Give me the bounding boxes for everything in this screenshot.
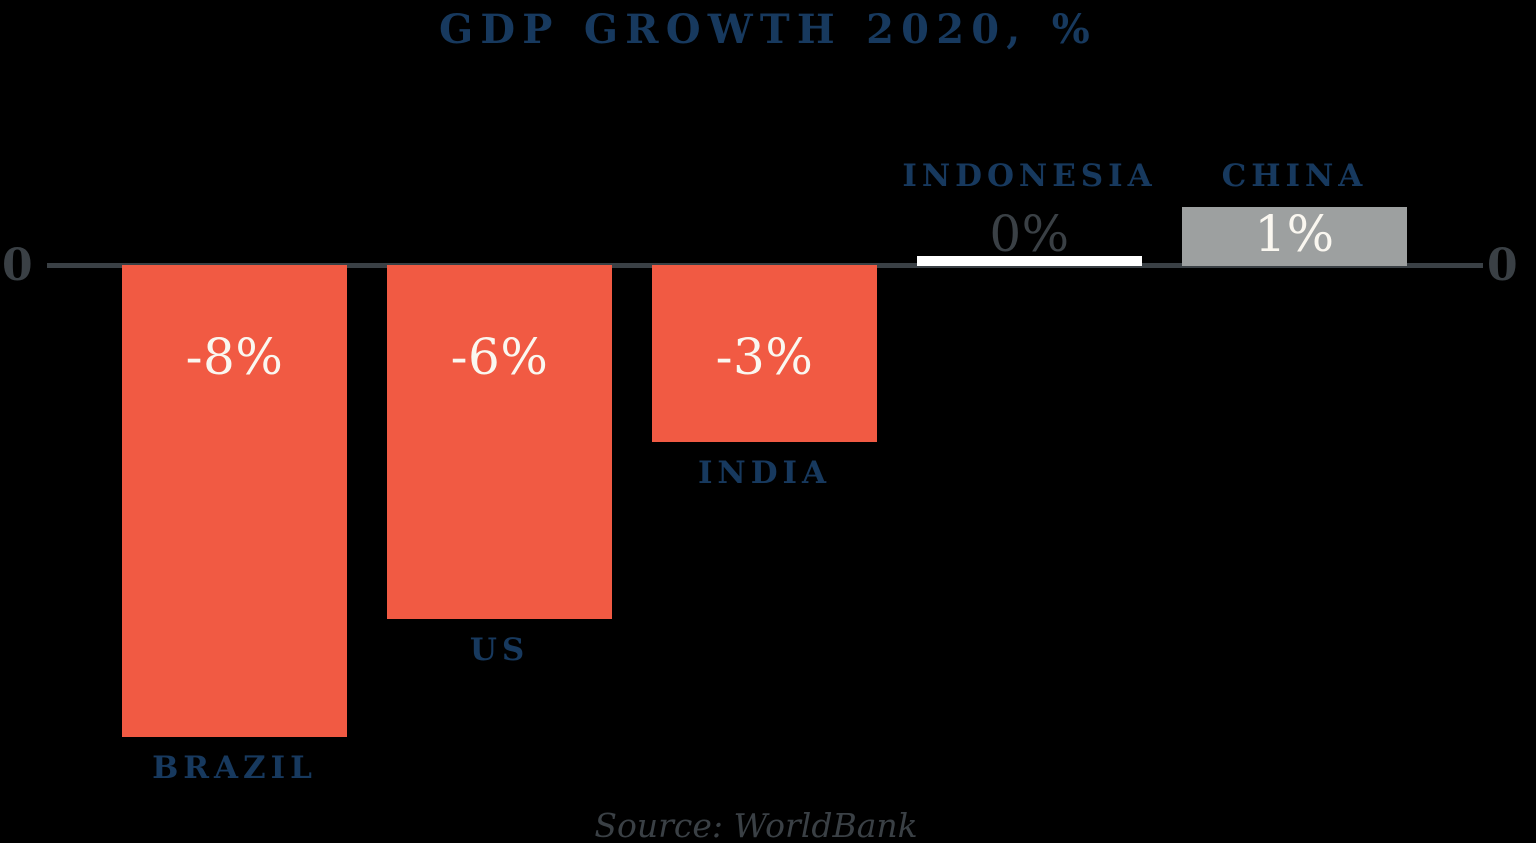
- bar-us: [387, 265, 612, 619]
- category-label-us: US: [469, 632, 530, 668]
- value-label-indonesia: 0%: [989, 205, 1070, 263]
- axis-tick-left: 0: [2, 240, 33, 291]
- bar-brazil: [122, 265, 347, 737]
- bar-indonesia: [917, 256, 1142, 266]
- axis-tick-right: 0: [1487, 240, 1518, 291]
- value-label-china: 1%: [1254, 205, 1335, 263]
- category-label-indonesia: INDONESIA: [902, 158, 1157, 194]
- value-label-india: -3%: [715, 328, 814, 386]
- value-label-brazil: -8%: [185, 328, 284, 386]
- value-label-us: -6%: [450, 328, 549, 386]
- category-label-india: INDIA: [697, 455, 832, 491]
- chart-title: GDP GROWTH 2020, %: [439, 6, 1097, 53]
- category-label-brazil: BRAZIL: [152, 750, 317, 786]
- source-caption: Source: WorldBank: [594, 806, 918, 843]
- bar-india: [652, 265, 877, 442]
- category-label-china: CHINA: [1221, 158, 1368, 194]
- bar-china: [1182, 207, 1407, 266]
